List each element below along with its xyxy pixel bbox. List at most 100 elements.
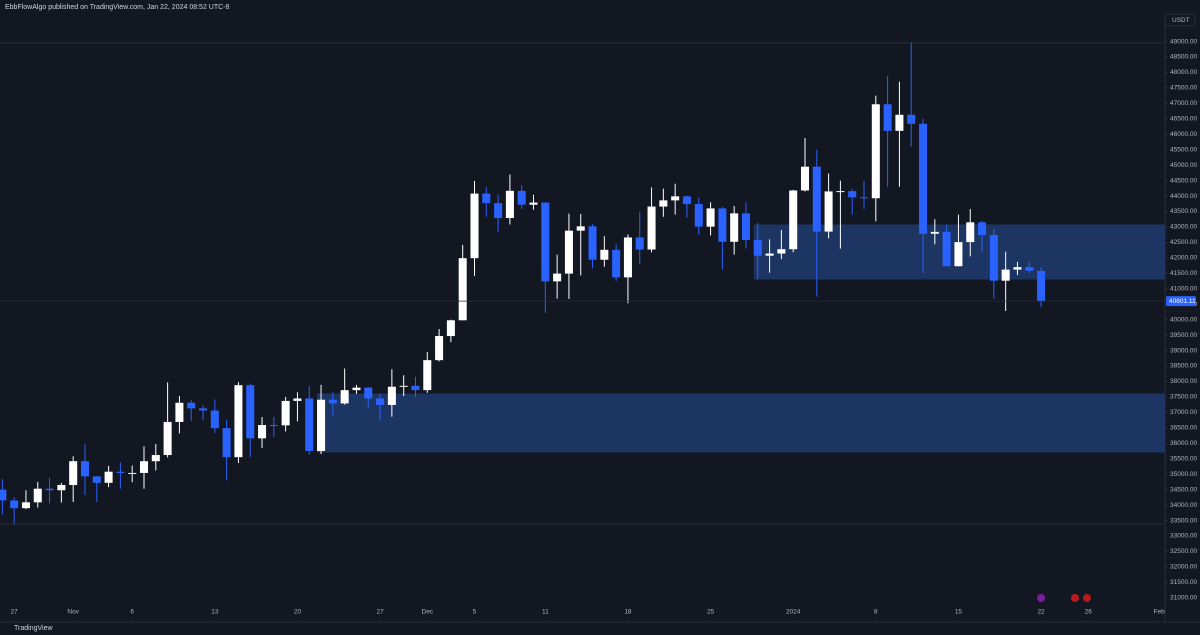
x-tick-label: 11 — [542, 609, 549, 616]
x-tick-label: 25 — [707, 609, 715, 616]
body — [682, 196, 691, 205]
body — [151, 455, 160, 462]
body — [647, 206, 656, 250]
body — [317, 399, 326, 452]
body — [470, 193, 479, 259]
body — [812, 166, 821, 232]
body — [765, 253, 774, 256]
y-tick-label: 41000.00 — [1170, 285, 1197, 292]
body — [1013, 267, 1022, 270]
body — [69, 461, 78, 485]
y-tick-label: 44000.00 — [1170, 193, 1197, 200]
body — [234, 385, 243, 458]
body — [836, 191, 845, 193]
body — [328, 399, 337, 404]
body — [730, 213, 739, 242]
candles — [0, 42, 1046, 524]
zone — [317, 393, 1165, 453]
y-tick-label: 46500.00 — [1170, 116, 1197, 123]
body — [305, 398, 314, 452]
x-tick-label: 15 — [955, 609, 963, 616]
body — [92, 476, 101, 483]
body — [104, 471, 113, 483]
y-tick-label: 35500.00 — [1170, 455, 1197, 462]
y-tick-label: 34000.00 — [1170, 502, 1197, 509]
body — [859, 197, 869, 199]
body — [895, 114, 904, 131]
body — [175, 402, 184, 422]
body — [340, 390, 349, 404]
body — [919, 123, 928, 234]
y-tick-label: 36500.00 — [1170, 425, 1197, 432]
y-tick-label: 41500.00 — [1170, 270, 1197, 277]
y-tick-label: 47500.00 — [1170, 85, 1197, 92]
x-tick-label: 26 — [1085, 609, 1093, 616]
event-icon[interactable] — [1071, 594, 1079, 602]
y-tick-label: 32000.00 — [1170, 564, 1197, 571]
body — [387, 386, 396, 405]
y-tick-label: 33500.00 — [1170, 517, 1197, 524]
body — [399, 385, 408, 387]
body — [777, 249, 786, 254]
y-tick-label: 34500.00 — [1170, 486, 1197, 493]
x-tick-label: 13 — [211, 609, 219, 616]
body — [789, 190, 798, 250]
y-tick-label: 36000.00 — [1170, 440, 1197, 447]
x-tick-label: 27 — [376, 609, 384, 616]
header: EbbFlowAlgo published on TradingView.com… — [5, 4, 230, 11]
y-tick-label: 35000.00 — [1170, 471, 1197, 478]
event-icon[interactable] — [1083, 594, 1091, 602]
body — [246, 385, 255, 439]
y-tick-label: 37000.00 — [1170, 409, 1197, 416]
body — [458, 258, 467, 321]
body — [116, 471, 125, 473]
event-icon[interactable] — [1037, 594, 1045, 602]
x-tick-label: 27 — [11, 609, 19, 616]
y-tick-label: 38500.00 — [1170, 363, 1197, 370]
body — [21, 502, 30, 509]
body — [954, 242, 963, 267]
body — [541, 202, 550, 282]
body — [671, 196, 680, 201]
currency-box[interactable] — [1164, 13, 1196, 27]
y-tick-label: 48500.00 — [1170, 54, 1197, 61]
body — [364, 387, 373, 399]
body — [57, 484, 66, 491]
body — [163, 421, 172, 456]
y-tick-label: 39000.00 — [1170, 347, 1197, 354]
y-tick-label: 42000.00 — [1170, 255, 1197, 262]
y-tick-label: 45000.00 — [1170, 162, 1197, 169]
body — [376, 398, 385, 405]
body — [446, 320, 455, 337]
body — [423, 360, 432, 391]
currency[interactable]: USDT — [1172, 17, 1190, 24]
body — [883, 104, 892, 131]
brand: TradingView — [14, 625, 53, 632]
body — [435, 336, 444, 361]
x-tick-label: 5 — [473, 609, 477, 616]
body — [824, 191, 833, 232]
body — [848, 191, 857, 198]
body — [659, 200, 668, 207]
body — [588, 226, 597, 260]
y-tick-label: 48000.00 — [1170, 69, 1197, 76]
x-tick-label: 20 — [294, 609, 302, 616]
body — [128, 472, 137, 474]
body — [564, 230, 573, 274]
body — [930, 231, 939, 234]
y-tick-label: 47000.00 — [1170, 100, 1197, 107]
body — [293, 398, 302, 401]
body — [612, 249, 621, 278]
body — [576, 226, 585, 231]
x-tick-label: 6 — [130, 609, 134, 616]
y-tick-label: 31000.00 — [1170, 595, 1197, 602]
y-tick-label: 37500.00 — [1170, 394, 1197, 401]
last-price-label: 40601.11 — [1169, 298, 1196, 305]
body — [966, 222, 975, 243]
body — [269, 425, 278, 427]
body — [635, 237, 644, 250]
body — [989, 234, 998, 281]
body — [352, 387, 361, 391]
